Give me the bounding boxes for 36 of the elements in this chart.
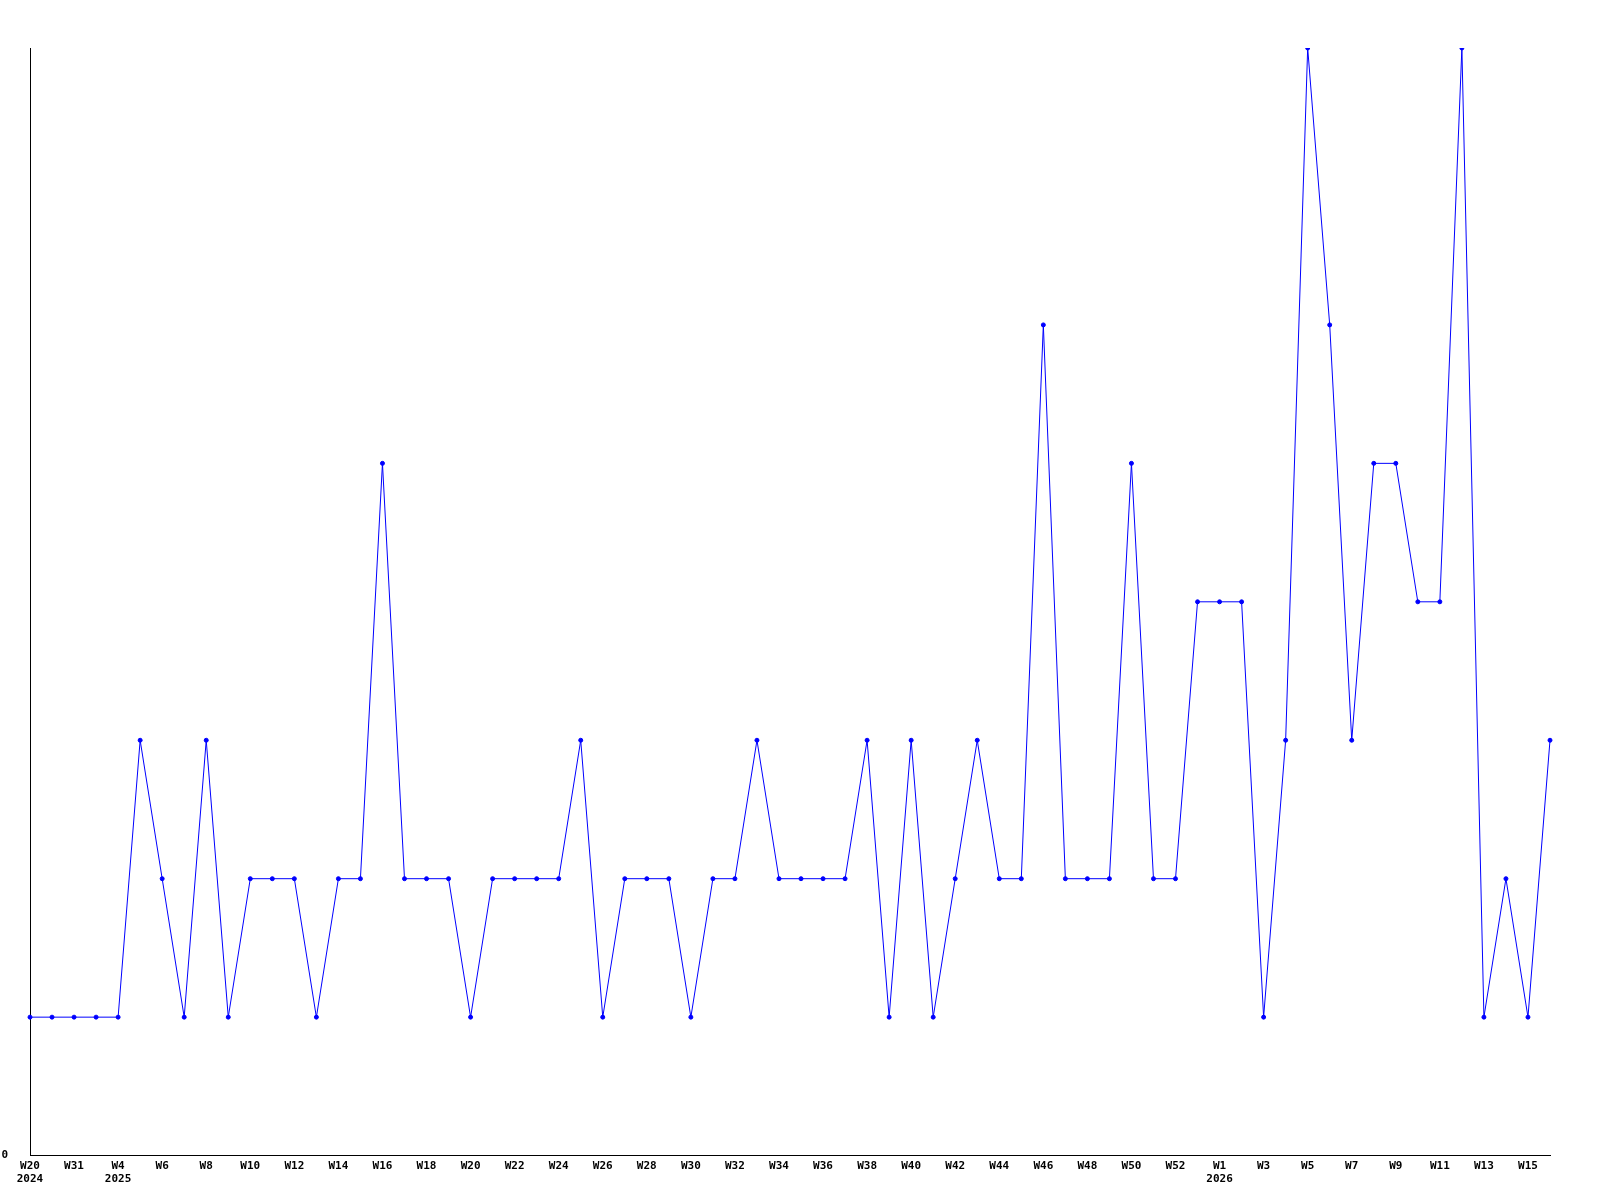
x-tick-label: W38 (857, 1159, 878, 1173)
text: 0 (1, 1148, 8, 1162)
x-tick-label: W30 (680, 1159, 701, 1173)
x-tick-label: W48 (1077, 1159, 1098, 1173)
x-tick-label: W14 (328, 1159, 349, 1173)
x-tick-label: W32 (724, 1159, 745, 1173)
x-tick-label: W5 (1301, 1159, 1315, 1173)
x-tick-label: W12 (284, 1159, 305, 1173)
x-tick-label: W3 (1257, 1159, 1271, 1173)
x-tick-label: W31 (64, 1159, 85, 1173)
x-tick-label: W50 (1121, 1159, 1142, 1173)
x-tick-label: W20 (460, 1159, 481, 1173)
x-tick-label: W42 (945, 1159, 966, 1173)
x-tick-label: W16 (372, 1159, 393, 1173)
x-tick-label: W6 (155, 1159, 170, 1173)
x-tick-label: W26 (592, 1159, 614, 1173)
x-tick-label: W15 (1518, 1159, 1538, 1173)
x-tick-label: W4 2025 (104, 1159, 132, 1186)
x-tick-label: W34 (769, 1159, 790, 1173)
x-tick-label: W8 (199, 1159, 213, 1173)
x-tick-label: W20 2024 (16, 1159, 44, 1186)
x-tick-label: W11 (1429, 1159, 1451, 1173)
x-tick-label: W10 (240, 1159, 261, 1173)
x-tick-label: W9 (1389, 1159, 1403, 1173)
x-tick-label: W46 (1033, 1159, 1054, 1173)
x-tick-label: W7 (1345, 1159, 1359, 1173)
x-tick-label: W22 (504, 1159, 525, 1173)
x-tick-label: W24 (548, 1159, 569, 1173)
x-tick-label: W52 (1165, 1159, 1186, 1173)
x-tick-label: W18 (416, 1159, 437, 1173)
x-tick-label: W28 (636, 1159, 657, 1173)
x-tick-label: W1 2026 (1206, 1159, 1234, 1186)
x-tick-label: W13 (1473, 1159, 1494, 1173)
x-tick-label: W36 (813, 1159, 834, 1173)
x-tick-label: W40 (901, 1159, 922, 1173)
x-tick-label: W44 (989, 1159, 1010, 1173)
